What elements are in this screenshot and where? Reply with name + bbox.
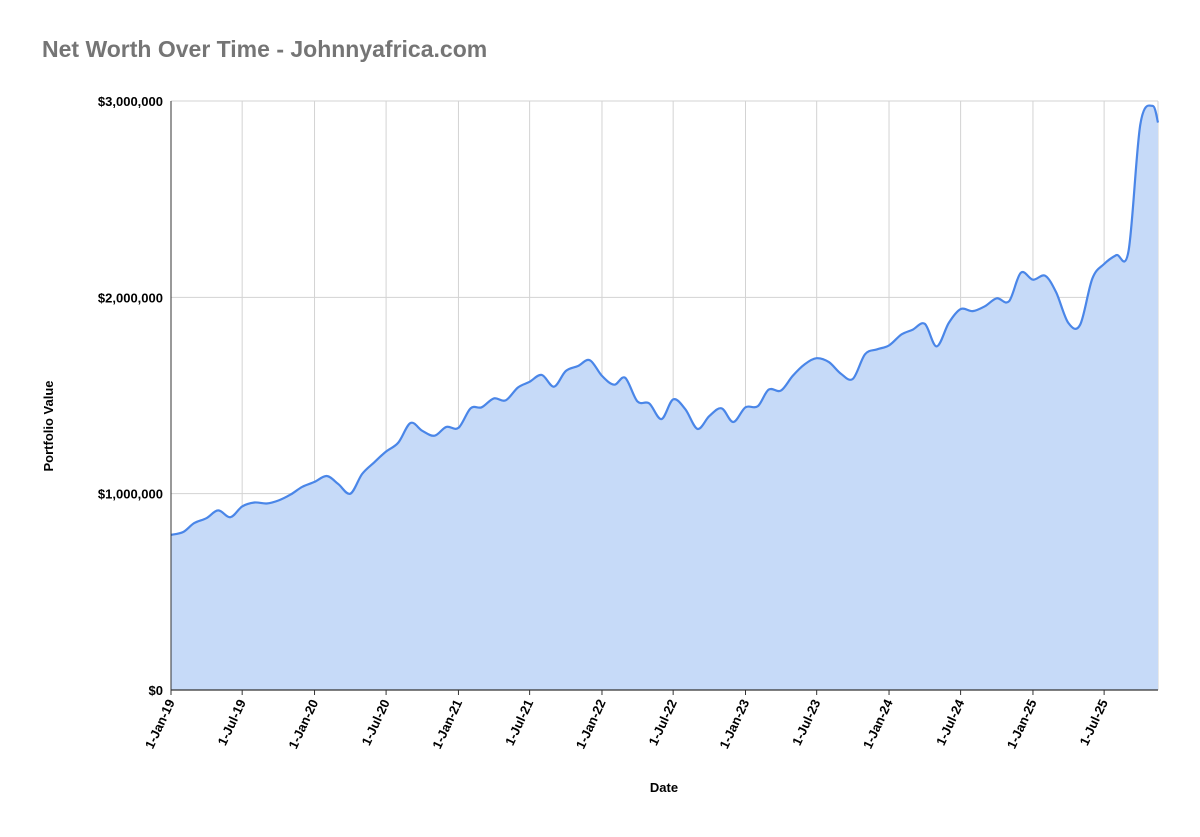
series-area (170, 104, 1160, 690)
x-axis-tick-labels: 1-Jan-19 1-Jul-19 1-Jan-20 1-Jul-20 1-Jan-21… (142, 696, 1111, 751)
series-line (170, 104, 1160, 536)
y-tick-label: $1,000,000 (98, 487, 163, 502)
x-tick-label: 1-Jul-22 (646, 697, 680, 748)
area-fill (171, 105, 1158, 690)
y-axis-tick-labels: $0 $1,000,000 $2,000,000 $3,000,000 (98, 94, 163, 698)
x-tick-label: 1-Jul-21 (502, 697, 536, 748)
x-tick-label: 1-Jul-25 (1076, 697, 1110, 748)
x-tick-label: 1-Jan-19 (142, 697, 178, 751)
x-tick-label: 1-Jan-25 (1004, 697, 1040, 751)
y-tick-label: $3,000,000 (98, 94, 163, 109)
x-tick-label: 1-Jan-21 (429, 697, 465, 751)
x-tick-label: 1-Jul-24 (933, 696, 968, 748)
x-tick-label: 1-Jan-20 (285, 697, 321, 751)
x-axis-title: Date (650, 780, 678, 795)
y-axis-title: Portfolio Value (41, 380, 56, 471)
axes (170, 101, 1158, 695)
y-tick-label: $2,000,000 (98, 290, 163, 305)
x-tick-label: 1-Jul-19 (215, 697, 249, 748)
x-tick-label: 1-Jan-24 (860, 696, 896, 751)
chart-title: Net Worth Over Time - Johnnyafrica.com (42, 36, 488, 62)
y-tick-label: $0 (149, 683, 163, 698)
x-tick-label: 1-Jul-20 (358, 697, 392, 748)
x-tick-label: 1-Jan-23 (716, 697, 752, 751)
x-tick-label: 1-Jul-23 (789, 697, 823, 748)
x-tick-label: 1-Jan-22 (573, 697, 609, 751)
